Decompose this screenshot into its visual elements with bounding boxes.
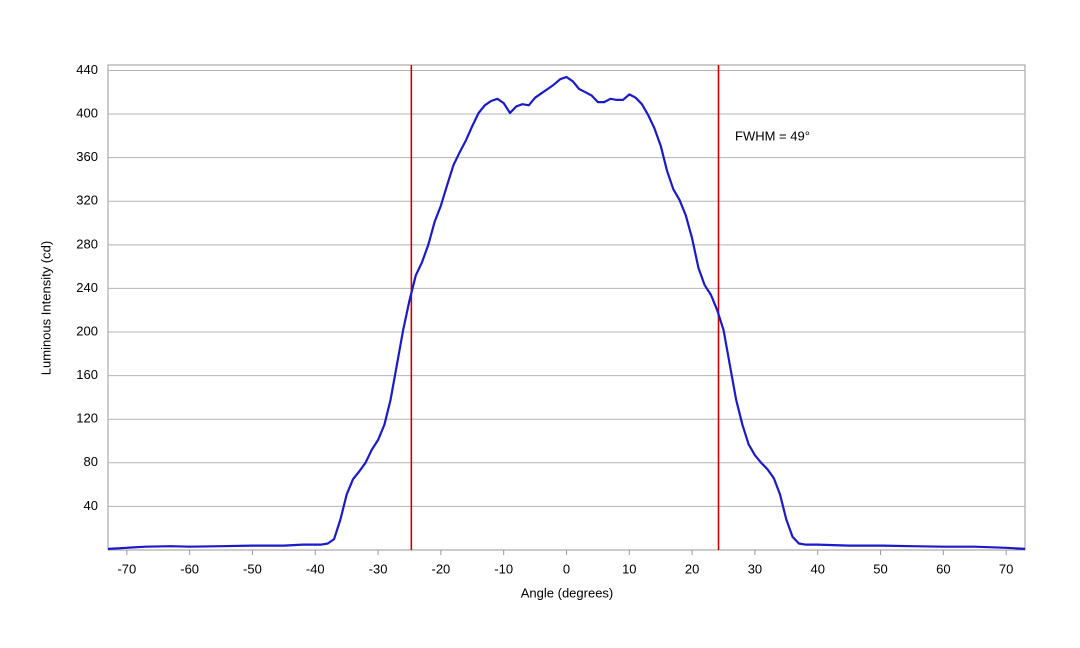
- y-tick-label: 120: [76, 411, 98, 426]
- annotation: FWHM = 49°: [735, 128, 810, 143]
- y-axis-label: Luminous Intensity (cd): [38, 241, 53, 375]
- y-tick-label: 200: [76, 323, 98, 338]
- x-tick-label: 40: [810, 561, 824, 576]
- y-tick-label: 400: [76, 105, 98, 120]
- x-tick-label: 20: [685, 561, 699, 576]
- plot-area: [107, 64, 1026, 551]
- y-tick-label: 280: [76, 236, 98, 251]
- data-line: [107, 75, 1026, 550]
- x-tick-label: -30: [369, 561, 388, 576]
- y-tick-label: 360: [76, 149, 98, 164]
- y-tick-label: 40: [84, 498, 98, 513]
- y-tick-label: 240: [76, 280, 98, 295]
- x-tick-label: -10: [494, 561, 513, 576]
- x-axis-label: Angle (degrees): [521, 585, 614, 600]
- y-tick-label: 440: [76, 62, 98, 77]
- x-tick-label: -50: [243, 561, 262, 576]
- x-tick-label: 60: [936, 561, 950, 576]
- x-tick-label: 50: [873, 561, 887, 576]
- y-tick-label: 160: [76, 367, 98, 382]
- x-tick-label: 0: [563, 561, 570, 576]
- y-tick-label: 320: [76, 193, 98, 208]
- x-tick-label: -20: [431, 561, 450, 576]
- x-tick-label: -40: [306, 561, 325, 576]
- y-tick-label: 80: [84, 454, 98, 469]
- x-tick-label: 10: [622, 561, 636, 576]
- x-tick-label: -70: [117, 561, 136, 576]
- x-tick-label: 30: [748, 561, 762, 576]
- x-tick-label: -60: [180, 561, 199, 576]
- x-tick-label: 70: [999, 561, 1013, 576]
